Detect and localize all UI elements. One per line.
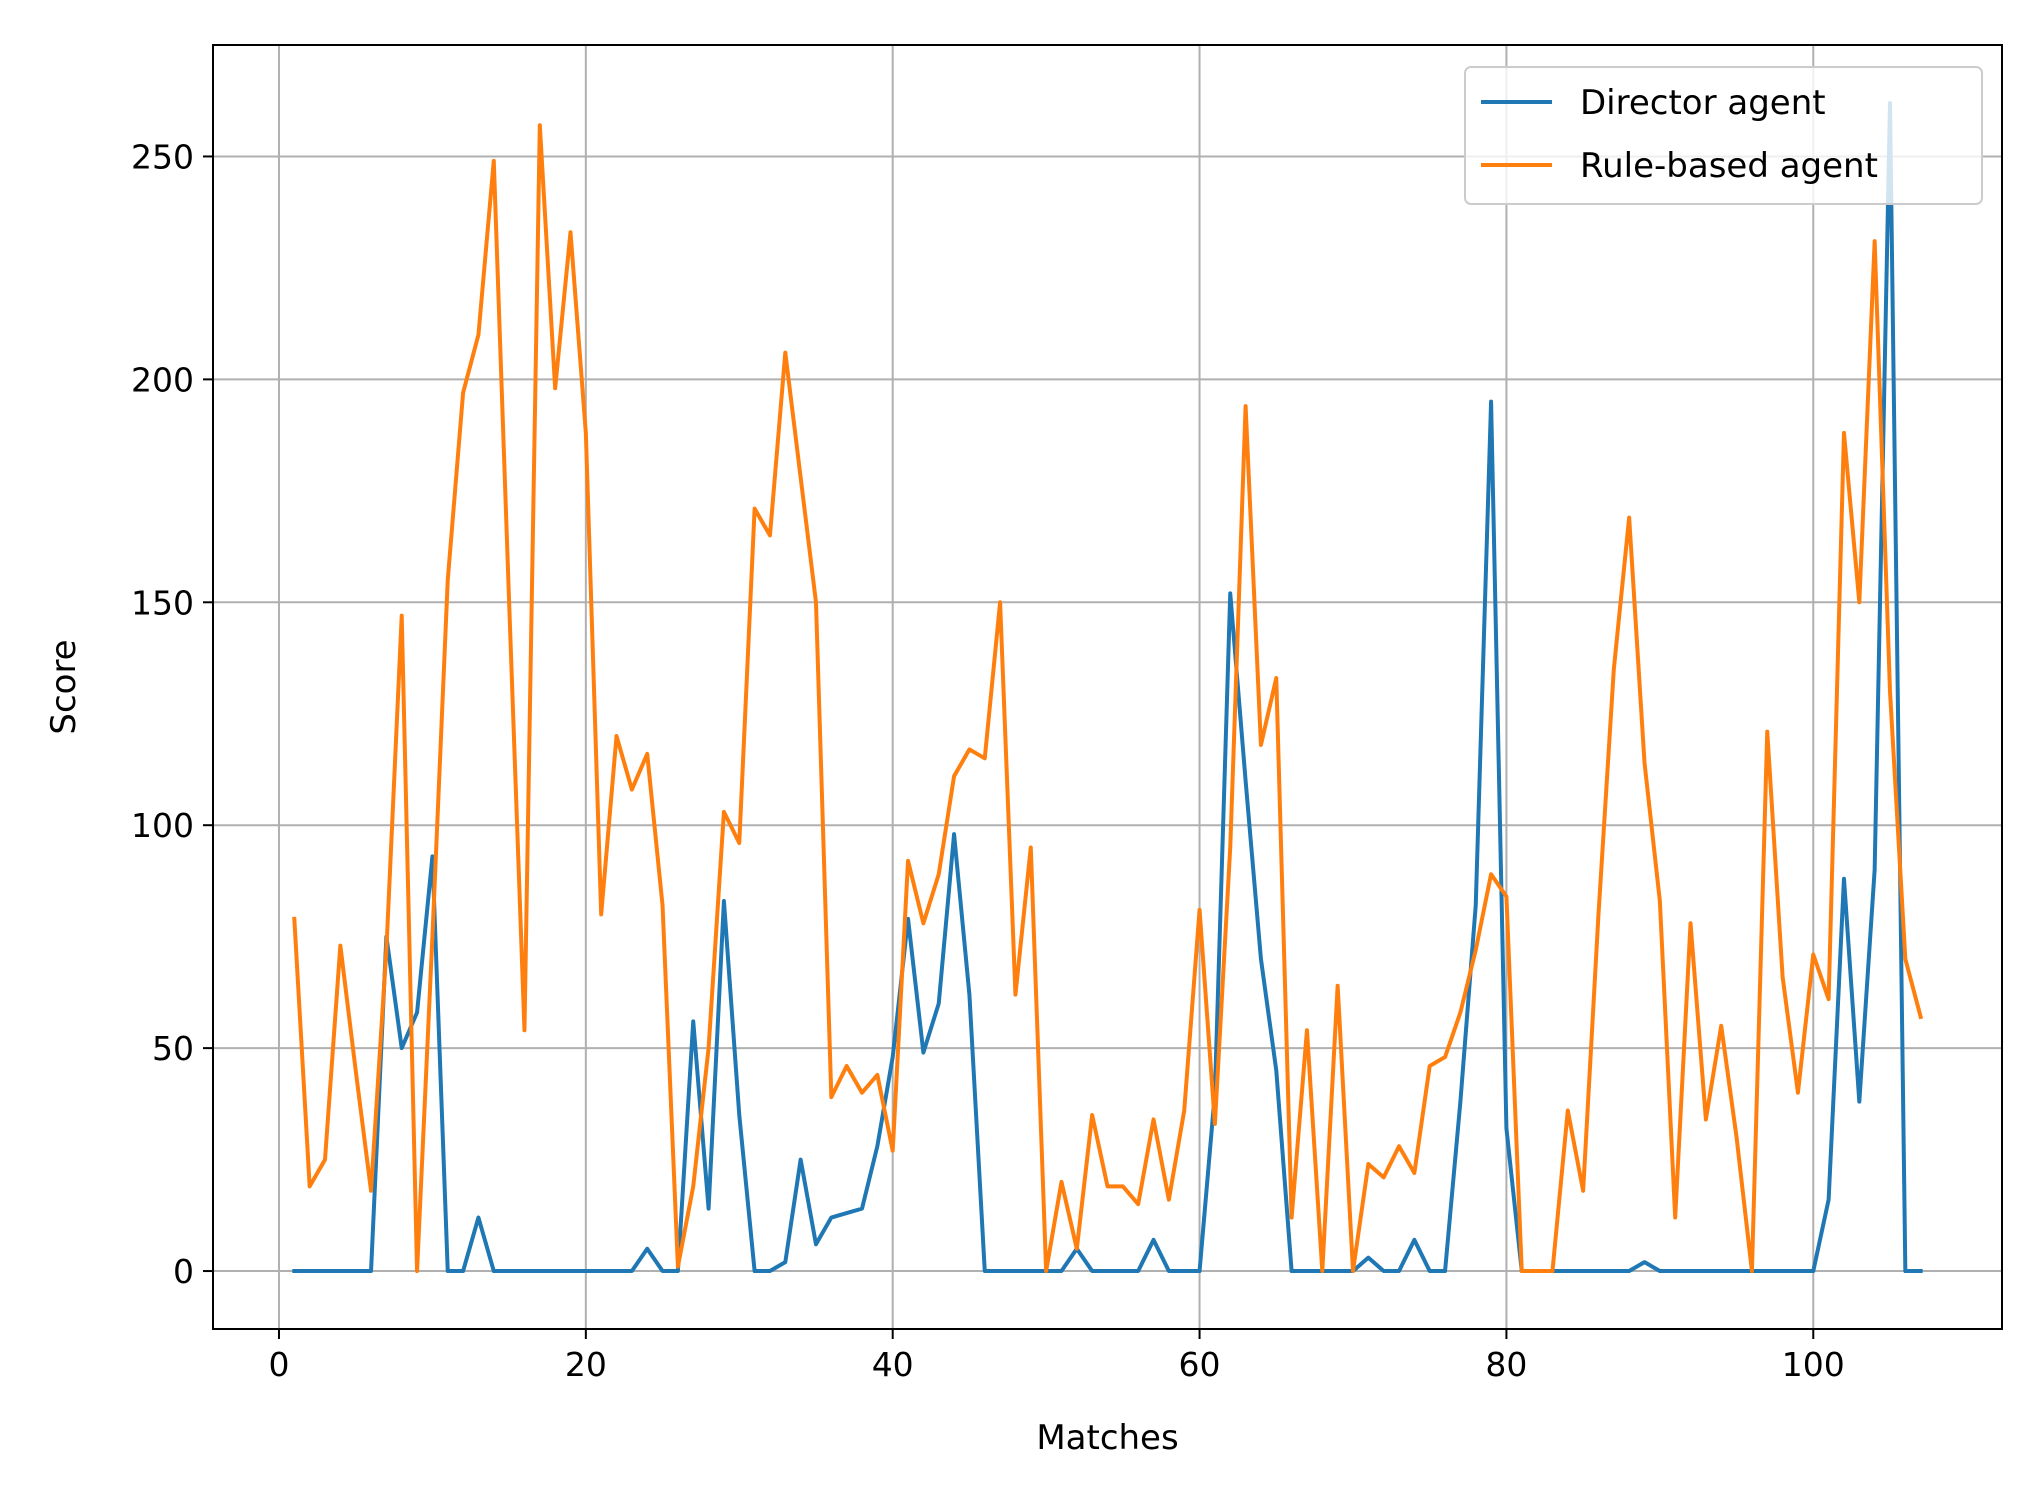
x-tick-label: 80 <box>1485 1345 1527 1384</box>
series-lines <box>292 100 1924 1274</box>
legend: Director agent Rule-based agent <box>1464 66 1983 205</box>
y-tick-label: 0 <box>173 1252 194 1291</box>
y-tick-label: 150 <box>131 583 194 622</box>
x-tick-label: 60 <box>1179 1345 1221 1384</box>
y-tick-label: 50 <box>152 1029 194 1068</box>
axis-ticks: 0 20 40 60 80 100 0 50 100 150 200 250 <box>131 137 1845 1384</box>
x-axis-title: Matches <box>1036 1418 1178 1458</box>
x-tick-label: 40 <box>872 1345 914 1384</box>
y-tick-label: 100 <box>131 806 194 845</box>
legend-label-1: Director agent <box>1580 83 1826 123</box>
x-tick-label: 0 <box>268 1345 289 1384</box>
series-line-1 <box>292 100 1923 1274</box>
plot-area-frame <box>212 44 2003 1330</box>
legend-label-2: Rule-based agent <box>1580 146 1878 186</box>
x-tick-label: 100 <box>1782 1345 1845 1384</box>
y-tick-label: 200 <box>131 360 194 399</box>
y-axis-title: Score <box>44 639 84 734</box>
legend-box <box>1464 66 1983 205</box>
series-line-2 <box>292 123 1924 1274</box>
x-tick-label: 20 <box>565 1345 607 1384</box>
y-tick-label: 250 <box>131 137 194 176</box>
